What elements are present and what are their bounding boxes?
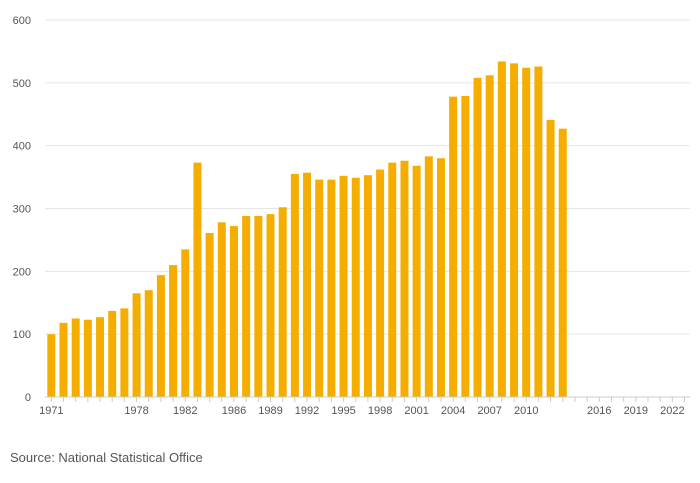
- bar-1988: [254, 216, 263, 397]
- bar-1977: [120, 308, 129, 397]
- y-axis: 0 100 200 300 400 500 600: [13, 15, 31, 404]
- bar-2008: [497, 61, 506, 397]
- bar-1979: [144, 290, 153, 397]
- bar-2009: [510, 63, 519, 398]
- bar-2001: [412, 165, 421, 397]
- bar-2010: [522, 67, 531, 397]
- bar-1983: [193, 162, 202, 397]
- bar-1991: [290, 173, 299, 397]
- bar-1982: [181, 249, 190, 397]
- bar-2005: [461, 96, 470, 397]
- bars: [47, 61, 567, 398]
- bar-1981: [169, 265, 178, 397]
- y-tick-label-600: 600: [13, 15, 31, 27]
- x-tick-label-2016: 2016: [587, 405, 611, 417]
- y-tick-label-0: 0: [25, 392, 31, 404]
- bar-1993: [315, 179, 324, 397]
- bar-2002: [424, 156, 433, 397]
- bar-1995: [339, 175, 348, 397]
- x-tick-label-1998: 1998: [368, 405, 392, 417]
- bar-1999: [388, 162, 397, 397]
- x-axis: 1971 1978 1982 1986 1989 1992 1995 1998 2001 2004…: [39, 397, 686, 417]
- x-tick-label-1971: 1971: [39, 405, 63, 417]
- x-tick-label-2001: 2001: [404, 405, 428, 417]
- x-tick-label-1978: 1978: [124, 405, 148, 417]
- bar-2013: [558, 128, 567, 397]
- bar-1986: [229, 226, 238, 397]
- bar-1976: [108, 310, 117, 397]
- y-tick-label-100: 100: [13, 329, 31, 341]
- bar-2004: [449, 96, 458, 397]
- bar-1996: [351, 177, 360, 397]
- y-tick-label-200: 200: [13, 266, 31, 278]
- x-tick-label-1995: 1995: [331, 405, 355, 417]
- bar-1992: [303, 172, 312, 397]
- x-tick-label-2019: 2019: [624, 405, 648, 417]
- bar-1971: [47, 334, 56, 397]
- x-tick-label-1986: 1986: [222, 405, 246, 417]
- bar-1978: [132, 293, 141, 397]
- bar-1973: [71, 318, 80, 397]
- bar-1997: [363, 175, 372, 397]
- source-note: Source: National Statistical Office: [10, 450, 203, 465]
- bar-2006: [473, 77, 482, 397]
- y-tick-label-500: 500: [13, 78, 31, 90]
- x-tick-label-2022: 2022: [660, 405, 684, 417]
- bar-1990: [278, 207, 287, 397]
- bar-2007: [485, 75, 494, 397]
- y-tick-label-400: 400: [13, 141, 31, 153]
- bar-1975: [96, 317, 105, 397]
- x-tick-label-2004: 2004: [441, 405, 465, 417]
- bar-1989: [266, 214, 275, 397]
- bar-1987: [242, 216, 251, 397]
- x-tick-label-1982: 1982: [173, 405, 197, 417]
- bar-2003: [436, 158, 445, 397]
- bar-2000: [400, 160, 409, 397]
- bar-1984: [205, 233, 214, 397]
- bar-2011: [534, 66, 543, 397]
- bar-1972: [59, 322, 68, 397]
- bar-1974: [83, 319, 92, 397]
- bar-1994: [327, 179, 336, 397]
- bar-2012: [546, 119, 555, 397]
- x-tick-label-1989: 1989: [258, 405, 282, 417]
- x-tick-label-1992: 1992: [295, 405, 319, 417]
- bar-1980: [156, 275, 165, 397]
- y-tick-label-300: 300: [13, 204, 31, 216]
- x-tick-label-2007: 2007: [477, 405, 501, 417]
- x-tick-label-2010: 2010: [514, 405, 538, 417]
- bar-1998: [376, 169, 385, 397]
- bar-1985: [217, 222, 226, 397]
